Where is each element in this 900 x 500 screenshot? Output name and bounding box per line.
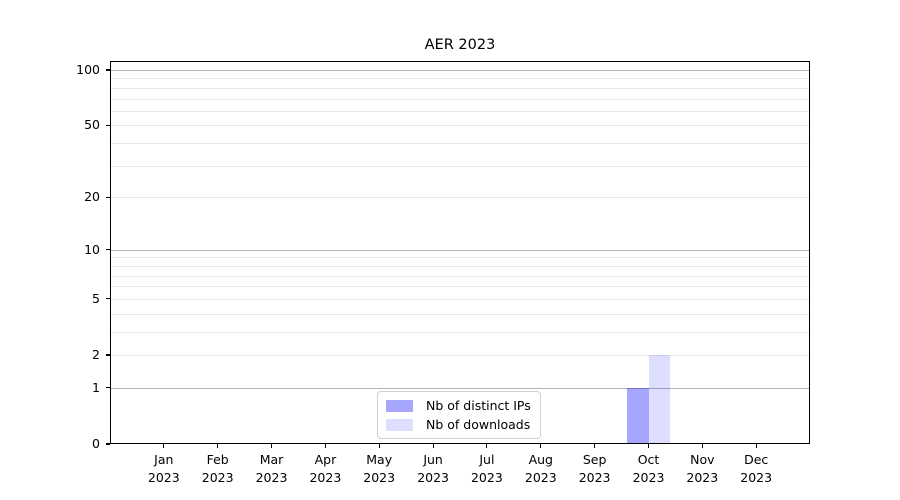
minor-gridline: [110, 110, 810, 112]
legend-swatch: [386, 399, 413, 412]
axes-layer: 0 1 2 5 10 20 50 100 Jan 2023 Feb 2023 Mar 2023 Apr 20…: [76, 61, 810, 485]
x-tick-label: May 2023: [334, 451, 424, 486]
bar-nb-of-distinct-ips: [627, 387, 649, 444]
x-tick-label: Jun 2023: [388, 451, 478, 486]
x-tick-label: Oct 2023: [604, 451, 694, 486]
y-tick-label: 1: [92, 379, 100, 395]
minor-gridline: [110, 257, 810, 259]
major-gridline: [110, 387, 810, 389]
x-tick-year: 2023: [632, 469, 665, 485]
minor-gridline: [110, 98, 810, 100]
x-tick-year: 2023: [470, 469, 503, 485]
y-tick-mark: [106, 354, 110, 356]
x-tick-year: 2023: [417, 469, 449, 485]
x-tick-month: Jun: [423, 452, 443, 467]
x-tick-month: Jul: [479, 452, 495, 467]
x-tick-mark: [594, 444, 596, 448]
x-tick-mark: [217, 444, 219, 448]
x-tick-mark: [163, 444, 165, 448]
minor-gridline: [110, 355, 810, 356]
x-tick-year: 2023: [363, 469, 396, 485]
x-tick-mark: [701, 444, 703, 448]
x-tick-month: Feb: [206, 452, 229, 467]
x-tick-label: Dec 2023: [711, 451, 801, 486]
x-tick-year: 2023: [686, 469, 719, 485]
major-gridline: [110, 249, 810, 251]
y-tick-mark: [106, 387, 110, 389]
x-tick-mark: [647, 444, 650, 448]
legend-swatch: [386, 418, 413, 431]
y-tick-mark: [106, 124, 110, 126]
plot-area: 0 1 2 5 10 20 50 100 Jan 2023 Feb 2023 Mar 2023 Apr 20…: [76, 61, 810, 485]
bar-layer: [110, 61, 810, 444]
x-tick-mark: [432, 444, 434, 448]
minor-gridline: [110, 87, 810, 89]
y-tick-label: 2: [92, 347, 100, 362]
y-tick-mark: [106, 443, 110, 445]
x-tick-mark: [324, 444, 326, 448]
minor-gridline: [110, 78, 810, 80]
minor-gridline: [110, 331, 810, 333]
minor-gridline: [110, 165, 810, 167]
y-tick-label: 100: [76, 62, 100, 77]
x-tick-mark: [486, 444, 488, 448]
x-tick-month: May: [366, 452, 393, 467]
y-tick-label: 5: [92, 290, 100, 306]
minor-gridline: [110, 298, 810, 300]
x-tick-year: 2023: [578, 469, 611, 485]
y-tick-mark: [106, 196, 110, 198]
y-tick-label: 20: [84, 189, 100, 205]
major-gridline: [110, 70, 810, 71]
x-tick-year: 2023: [255, 469, 288, 485]
y-tick-label: 10: [84, 241, 100, 257]
minor-gridline: [110, 286, 810, 288]
x-tick-month: Aug: [528, 452, 553, 467]
x-tick-mark: [378, 444, 380, 448]
x-tick-month: Dec: [744, 452, 769, 467]
x-tick-year: 2023: [147, 469, 180, 485]
x-tick-month: Mar: [259, 452, 284, 467]
minor-gridline: [110, 265, 810, 267]
x-tick-year: 2023: [201, 469, 234, 485]
legend-item: Nb of distinct IPs: [386, 396, 531, 415]
y-tick-mark: [106, 249, 110, 251]
x-tick-label: Aug 2023: [496, 451, 586, 486]
x-tick-label: Apr 2023: [280, 451, 370, 486]
legend-item: Nb of downloads: [386, 415, 531, 434]
x-tick-month: Sep: [582, 452, 607, 467]
minor-gridline: [110, 275, 810, 277]
x-tick-month: Apr: [314, 452, 337, 467]
legend: Nb of distinct IPs Nb of downloads: [377, 391, 541, 439]
x-tick-month: Oct: [637, 452, 660, 467]
grid-layer: [110, 61, 810, 444]
legend-label: Nb of downloads: [426, 417, 531, 432]
x-tick-month: Nov: [690, 452, 715, 467]
x-tick-year: 2023: [309, 469, 342, 485]
x-tick-mark: [270, 444, 273, 448]
x-tick-label: Feb 2023: [173, 451, 263, 486]
y-tick-mark: [106, 298, 110, 300]
y-tick-label: 0: [92, 436, 100, 451]
y-tick-mark: [106, 69, 110, 71]
legend-label: Nb of distinct IPs: [426, 398, 531, 413]
x-tick-mark: [540, 444, 542, 448]
x-tick-label: Nov 2023: [657, 451, 747, 486]
minor-gridline: [110, 125, 810, 127]
x-tick-label: Sep 2023: [550, 451, 640, 486]
y-tick-label: 50: [84, 117, 100, 133]
minor-gridline: [110, 197, 810, 199]
minor-gridline: [110, 313, 810, 315]
chart-title: AER 2023: [424, 37, 496, 53]
x-tick-label: Jan 2023: [119, 451, 209, 486]
x-tick-label: Mar 2023: [227, 451, 317, 486]
x-tick-label: Jul 2023: [442, 451, 532, 486]
x-tick-mark: [755, 444, 757, 448]
bar-nb-of-downloads: [648, 355, 670, 444]
minor-gridline: [110, 143, 810, 144]
x-tick-year: 2023: [740, 469, 773, 485]
x-tick-year: 2023: [524, 469, 557, 485]
x-tick-month: Jan: [154, 452, 174, 467]
